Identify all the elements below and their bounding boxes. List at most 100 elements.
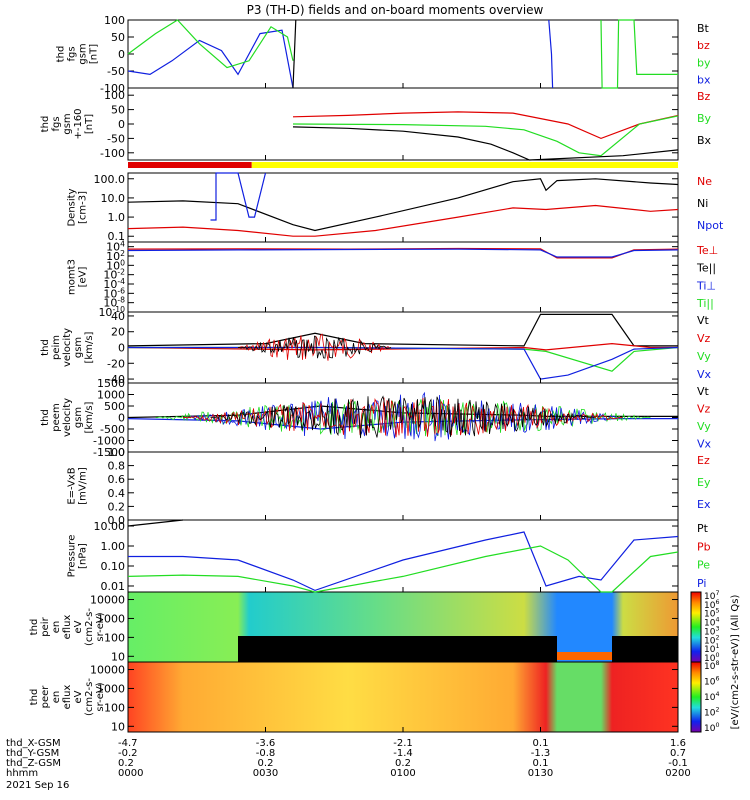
y-tick-label: -100 [100, 82, 125, 95]
y-axis-label: thd [40, 339, 51, 356]
legend-Vt: Vt [697, 385, 710, 398]
y-axis-label: velocity [62, 328, 73, 367]
y-tick-label: 0.8 [108, 460, 126, 473]
y-tick-label: 1.0 [108, 211, 126, 224]
colorbar-tick-label: 100 [704, 722, 719, 734]
y-tick-label: 0 [118, 342, 125, 355]
y-tick-label: 10-6 [103, 286, 125, 300]
y-tick-label: -50 [107, 132, 125, 145]
panel-density: 100.0 10.0 1.0 0.1 Density [cm-3] Ne Ni Npot [67, 172, 724, 243]
series-peim-Vy [128, 346, 679, 372]
date-label: 2021 Sep 16 [6, 780, 69, 791]
legend-Ez: Ez [697, 454, 710, 467]
axis-row-value: -0.8 [256, 748, 276, 759]
y-tick-label: 500 [104, 400, 125, 413]
y-axis-label: +-160 [73, 108, 84, 139]
y-axis-label: [eV] [78, 267, 89, 288]
legend-Ey: Ey [697, 476, 711, 489]
panel-frame [127, 241, 679, 313]
legend-bz: bz [697, 39, 710, 52]
series-fgs-by [600, 19, 678, 89]
y-tick-label: 0.4 [108, 487, 126, 500]
series-fgs-bx [548, 19, 554, 89]
y-tick-label: 1.0 [108, 446, 126, 459]
y-axis-label: [km/s] [84, 331, 95, 363]
noise-peim [237, 335, 392, 359]
y-tick-label: 1.00 [101, 540, 126, 553]
y-axis-label: thd [40, 409, 51, 426]
series-fgs_clip-Bz [292, 111, 679, 140]
colorbar-tick-label: 106 [704, 676, 719, 688]
panel-frame [127, 451, 679, 521]
colorbar-tick-label: 105 [704, 608, 719, 620]
y-tick-label: 1000 [97, 682, 125, 695]
legend-by: by [697, 56, 711, 69]
y-axis-label: (cm2-s- [84, 678, 95, 716]
axis-row-value: -2.1 [393, 738, 413, 749]
y-axis-label: momt3 [67, 259, 78, 295]
legend-Bx: Bx [697, 134, 712, 147]
colorbar-tick-label: 108 [704, 660, 719, 672]
axis-row-value: -0.2 [118, 748, 138, 759]
legend-Vz: Vz [697, 402, 711, 415]
colorbar-tick-label: 102 [704, 634, 719, 646]
y-tick-label: -100 [100, 147, 125, 160]
axis-row-label: thd_Y-GSM [6, 748, 59, 759]
legend-Vx: Vx [697, 437, 712, 450]
axis-row-value: 0.2 [395, 758, 411, 769]
y-axis-label: (cm2-s- [84, 608, 95, 646]
colorbar-peir [690, 591, 702, 663]
y-tick-label: 0 [118, 118, 125, 131]
y-axis-label: [km/s] [84, 401, 95, 433]
legend-Pb: Pb [697, 540, 711, 553]
colorbar-tick-label: 107 [704, 590, 719, 602]
series-fgs-by [127, 19, 294, 69]
y-axis-label: sr-eV) [95, 682, 106, 711]
legend-Pe: Pe [697, 559, 710, 572]
colorbar-tick-label: 103 [704, 625, 719, 637]
noise-peem [210, 395, 595, 439]
x-axis-table: thd_X-GSM -4.7 -3.6 -2.1 0.1 1.6 thd_Y-GSM -0.2… [6, 738, 691, 791]
y-tick-label: 10-2 [103, 268, 125, 282]
y-axis-label: [nPa] [78, 543, 89, 569]
peir-band [557, 652, 612, 660]
legend-Ti⊥: Ti⊥ [696, 279, 716, 292]
peer-spectrogram [128, 662, 678, 732]
axis-row-value: 0030 [253, 768, 278, 779]
legend-Vy: Vy [697, 350, 711, 363]
legend-Vy: Vy [697, 420, 711, 433]
y-tick-label: 10.0 [101, 192, 126, 205]
axis-row-value: 0130 [528, 768, 553, 779]
y-tick-label: 104 [106, 240, 125, 254]
y-tick-label: 0 [118, 412, 125, 425]
y-axis-label: peir [40, 616, 51, 636]
y-axis-label: gsm [73, 337, 84, 358]
axis-row-value: 0.1 [533, 738, 549, 749]
legend-Vz: Vz [697, 332, 711, 345]
y-tick-label: 10000 [90, 594, 125, 607]
y-axis-label: gsm [73, 407, 84, 428]
panel-frame [127, 519, 679, 593]
y-axis-label: sr-eV) [95, 612, 106, 641]
legend-By: By [697, 112, 712, 125]
y-axis-label: [mV/m] [78, 467, 89, 505]
y-axis-label: velocity [62, 398, 73, 437]
mode-bar-segment [251, 162, 678, 168]
legend-Vt: Vt [697, 314, 710, 327]
y-tick-label: -40 [107, 373, 125, 386]
axis-row-value: -1.3 [531, 748, 551, 759]
y-tick-label: 20 [111, 326, 125, 339]
colorbar-tick-label: 104 [704, 691, 719, 703]
series-pressure-Pi [128, 531, 679, 592]
y-tick-label: 0.0 [108, 514, 126, 527]
panel-fgs: 100 50 0 -50 -100 thd fgs gsm [nT] Bt bz by bx [56, 14, 711, 95]
y-tick-label: -50 [107, 65, 125, 78]
series-density-Ni [127, 178, 679, 232]
noise-peim [237, 333, 392, 361]
y-axis-label: fgs [67, 46, 78, 61]
y-axis-label: gsm [78, 43, 89, 64]
axis-row-value: 0.1 [533, 758, 549, 769]
